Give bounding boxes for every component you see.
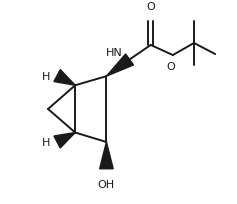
Text: O: O: [146, 2, 155, 12]
Polygon shape: [54, 70, 75, 86]
Polygon shape: [100, 142, 113, 169]
Text: H: H: [42, 137, 50, 147]
Polygon shape: [106, 55, 133, 77]
Polygon shape: [54, 133, 75, 148]
Text: O: O: [166, 62, 175, 72]
Text: HN: HN: [106, 48, 123, 58]
Text: OH: OH: [98, 179, 115, 189]
Text: H: H: [42, 71, 50, 81]
